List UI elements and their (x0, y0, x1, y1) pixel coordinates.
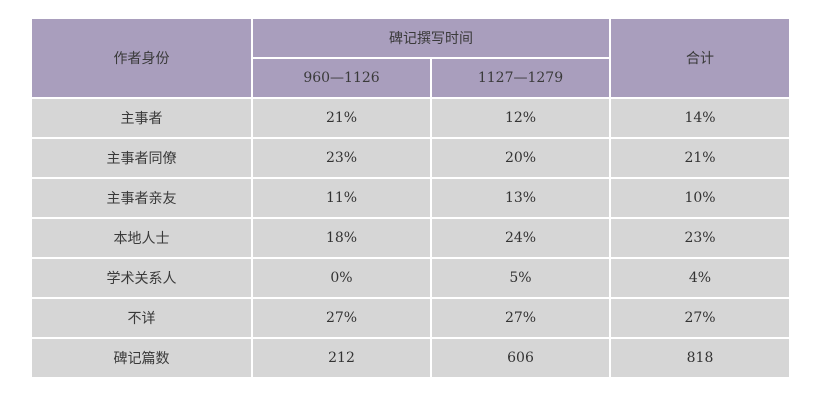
header-total: 合计 (609, 17, 791, 99)
header-writing-period: 碑记撰写时间 (251, 17, 611, 59)
cell-period-1: 23% (251, 137, 432, 179)
table-row: 主事者 21% 12% 14% (30, 97, 791, 139)
header-period-1: 960—1126 (251, 57, 432, 99)
row-label: 主事者同僚 (30, 137, 253, 179)
cell-total: 23% (609, 217, 791, 259)
stele-author-table: 作者身份 碑记撰写时间 合计 960—1126 1127—1279 主事者 21… (30, 17, 791, 379)
cell-period-2: 12% (430, 97, 611, 139)
header-period-2: 1127—1279 (430, 57, 611, 99)
row-label: 本地人士 (30, 217, 253, 259)
cell-period-1: 212 (251, 337, 432, 379)
table-row: 不详 27% 27% 27% (30, 297, 791, 339)
table-row: 本地人士 18% 24% 23% (30, 217, 791, 259)
cell-period-1: 0% (251, 257, 432, 299)
cell-total: 818 (609, 337, 791, 379)
table-header: 作者身份 碑记撰写时间 合计 960—1126 1127—1279 (30, 17, 791, 99)
cell-period-1: 18% (251, 217, 432, 259)
cell-period-2: 606 (430, 337, 611, 379)
cell-total: 14% (609, 97, 791, 139)
table-row: 主事者亲友 11% 13% 10% (30, 177, 791, 219)
table-row: 学术关系人 0% 5% 4% (30, 257, 791, 299)
table-row: 碑记篇数 212 606 818 (30, 337, 791, 379)
cell-total: 21% (609, 137, 791, 179)
row-label: 不详 (30, 297, 253, 339)
cell-period-1: 21% (251, 97, 432, 139)
header-author-identity: 作者身份 (30, 17, 253, 99)
table-body: 主事者 21% 12% 14% 主事者同僚 23% 20% 21% 主事者亲友 … (30, 97, 791, 379)
row-label: 主事者 (30, 97, 253, 139)
cell-period-1: 27% (251, 297, 432, 339)
cell-period-2: 24% (430, 217, 611, 259)
cell-period-2: 20% (430, 137, 611, 179)
cell-period-1: 11% (251, 177, 432, 219)
cell-period-2: 5% (430, 257, 611, 299)
cell-period-2: 27% (430, 297, 611, 339)
cell-period-2: 13% (430, 177, 611, 219)
table-row: 主事者同僚 23% 20% 21% (30, 137, 791, 179)
cell-total: 27% (609, 297, 791, 339)
row-label: 学术关系人 (30, 257, 253, 299)
cell-total: 4% (609, 257, 791, 299)
cell-total: 10% (609, 177, 791, 219)
row-label: 主事者亲友 (30, 177, 253, 219)
row-label: 碑记篇数 (30, 337, 253, 379)
